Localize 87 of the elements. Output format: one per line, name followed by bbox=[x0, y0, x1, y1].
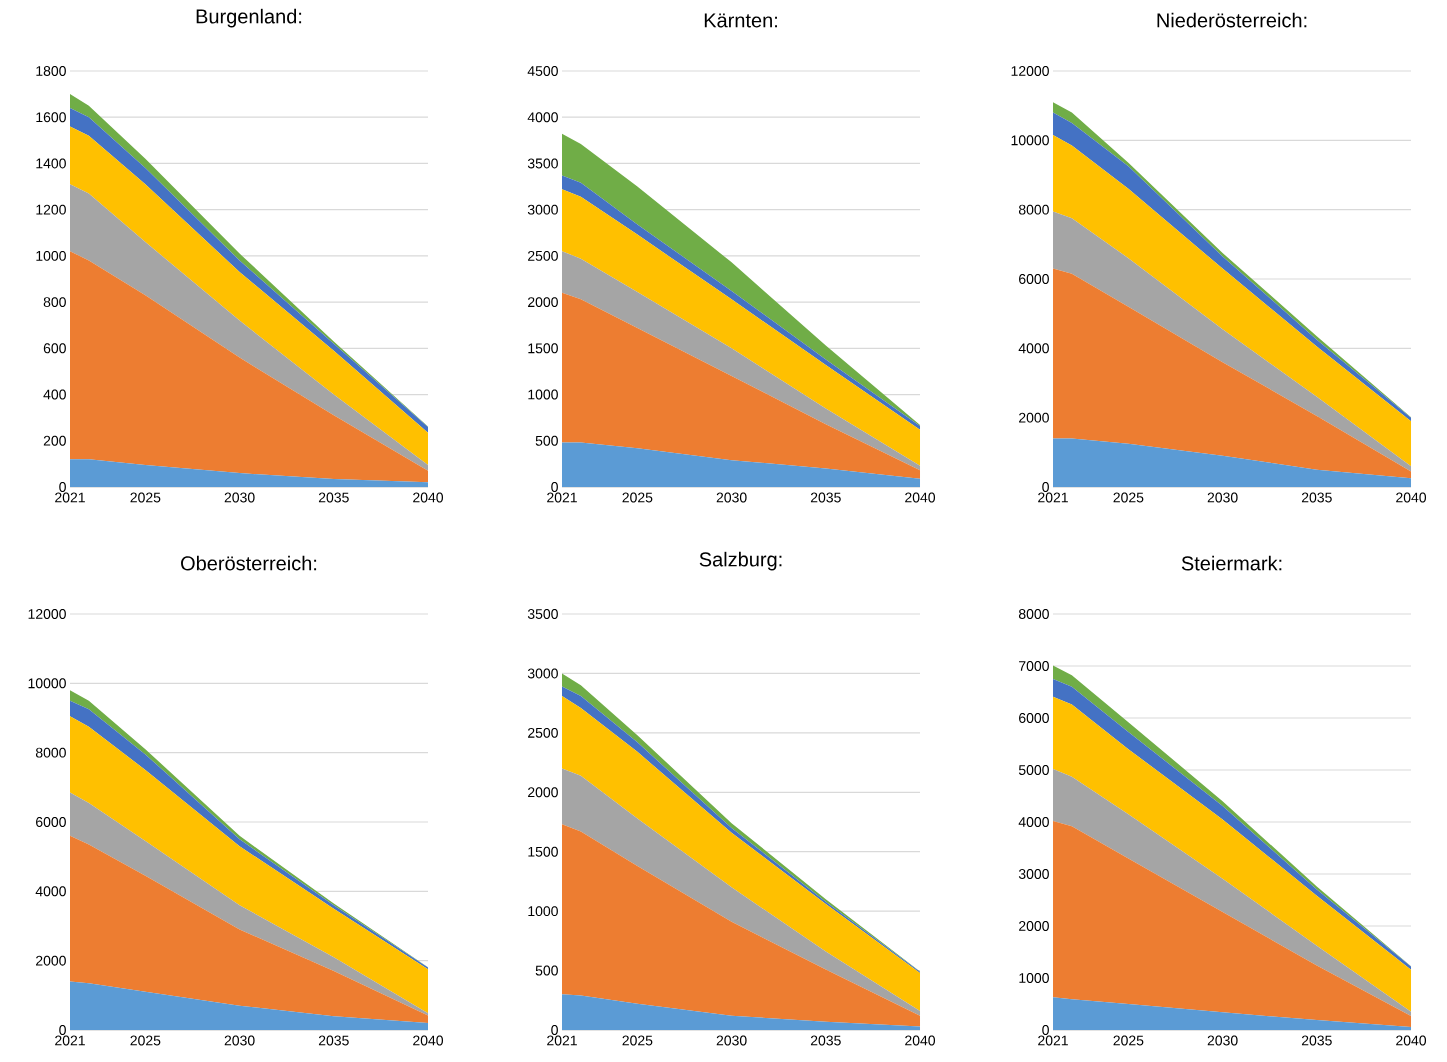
y-tick-label: 1000 bbox=[528, 906, 558, 917]
x-tick-label: 2040 bbox=[905, 492, 936, 503]
x-tick-label: 2021 bbox=[547, 492, 577, 503]
x-tick-label: 2030 bbox=[716, 1035, 747, 1046]
y-tick-label: 8000 bbox=[35, 747, 66, 758]
y-tick-label: 1000 bbox=[36, 250, 66, 261]
y-tick-label: 1000 bbox=[1019, 973, 1049, 983]
x-tick-label: 2035 bbox=[1301, 1035, 1332, 1046]
y-tick-label: 4000 bbox=[1018, 817, 1049, 827]
y-tick-label: 0 bbox=[1042, 1025, 1049, 1035]
y-tick-label: 2000 bbox=[528, 787, 558, 798]
x-tick-label: 2021 bbox=[547, 1035, 577, 1046]
chart-title: Oberösterreich: bbox=[181, 555, 317, 571]
y-tick-label: 500 bbox=[535, 965, 558, 976]
y-tick-label: 6000 bbox=[36, 817, 66, 827]
x-tick-label: 2025 bbox=[130, 492, 161, 503]
x-tick-label: 2021 bbox=[55, 1035, 85, 1046]
x-tick-label: 2025 bbox=[1113, 492, 1144, 503]
y-tick-label: 2500 bbox=[528, 250, 558, 261]
y-tick-label: 1500 bbox=[528, 846, 558, 857]
chart-title: Steiermark: bbox=[1181, 555, 1282, 571]
y-tick-label: 2000 bbox=[36, 955, 66, 966]
y-tick-label: 1600 bbox=[36, 112, 66, 123]
y-tick-label: 5000 bbox=[1018, 765, 1049, 775]
chart-title: Salzburg: bbox=[699, 551, 782, 571]
y-tick-label: 3500 bbox=[527, 158, 558, 169]
y-tick-label: 3500 bbox=[527, 609, 558, 619]
x-tick-label: 2021 bbox=[1038, 492, 1068, 503]
chart-title: Kärnten: bbox=[704, 13, 777, 28]
y-tick-label: 1800 bbox=[36, 66, 66, 76]
y-tick-label: 600 bbox=[43, 343, 66, 354]
y-tick-label: 8000 bbox=[1018, 609, 1049, 619]
y-tick-label: 3000 bbox=[527, 204, 558, 215]
x-tick-label: 2025 bbox=[1113, 1035, 1144, 1046]
y-tick-label: 3000 bbox=[1018, 869, 1049, 879]
y-tick-label: 8000 bbox=[1018, 204, 1049, 215]
x-tick-label: 2035 bbox=[318, 1035, 349, 1046]
y-tick-label: 800 bbox=[43, 297, 66, 308]
x-tick-label: 2021 bbox=[1038, 1035, 1068, 1046]
y-tick-label: 1400 bbox=[36, 158, 66, 169]
y-tick-label: 6000 bbox=[1019, 713, 1049, 723]
x-tick-label: 2030 bbox=[224, 492, 255, 503]
x-tick-label: 2030 bbox=[1207, 492, 1238, 503]
x-tick-label: 2030 bbox=[1207, 1035, 1238, 1046]
x-tick-label: 2040 bbox=[413, 1035, 444, 1046]
x-tick-label: 2040 bbox=[1396, 1035, 1427, 1046]
y-tick-label: 10000 bbox=[28, 678, 66, 689]
chart-title: Niederösterreich: bbox=[1157, 12, 1307, 28]
y-tick-label: 0 bbox=[1042, 482, 1049, 492]
y-tick-label: 0 bbox=[59, 1025, 66, 1035]
y-tick-label: 6000 bbox=[1019, 274, 1049, 284]
y-tick-label: 4000 bbox=[35, 886, 66, 897]
y-tick-label: 500 bbox=[535, 435, 558, 446]
x-tick-label: 2025 bbox=[622, 1035, 653, 1046]
x-tick-label: 2035 bbox=[810, 492, 841, 503]
x-tick-label: 2035 bbox=[1301, 492, 1332, 503]
y-tick-label: 7000 bbox=[1019, 661, 1049, 671]
y-tick-label: 3000 bbox=[527, 668, 558, 679]
x-tick-label: 2040 bbox=[413, 492, 444, 503]
y-tick-label: 0 bbox=[551, 482, 558, 492]
y-tick-label: 1000 bbox=[528, 389, 558, 400]
y-tick-label: 2500 bbox=[528, 727, 558, 738]
y-tick-label: 2000 bbox=[1019, 412, 1049, 423]
y-tick-label: 4500 bbox=[527, 66, 558, 76]
x-tick-label: 2021 bbox=[55, 492, 85, 503]
y-tick-label: 4000 bbox=[1018, 343, 1049, 354]
y-tick-label: 200 bbox=[43, 435, 66, 446]
y-tick-label: 0 bbox=[59, 482, 66, 492]
y-tick-label: 0 bbox=[551, 1025, 558, 1035]
y-tick-label: 12000 bbox=[1011, 66, 1049, 76]
y-tick-label: 2000 bbox=[1019, 921, 1049, 931]
y-tick-label: 400 bbox=[43, 389, 66, 400]
x-tick-label: 2025 bbox=[622, 492, 653, 503]
x-tick-label: 2030 bbox=[716, 492, 747, 503]
x-tick-label: 2040 bbox=[905, 1035, 936, 1046]
x-tick-label: 2035 bbox=[810, 1035, 841, 1046]
chart-title: Burgenland: bbox=[196, 8, 302, 28]
y-tick-label: 4000 bbox=[527, 112, 558, 123]
x-tick-label: 2035 bbox=[318, 492, 349, 503]
x-tick-label: 2025 bbox=[130, 1035, 161, 1046]
y-tick-label: 12000 bbox=[28, 609, 66, 619]
x-tick-label: 2030 bbox=[224, 1035, 255, 1046]
y-tick-label: 1200 bbox=[36, 204, 66, 215]
y-tick-label: 2000 bbox=[528, 297, 558, 308]
y-tick-label: 10000 bbox=[1011, 135, 1049, 146]
y-tick-label: 1500 bbox=[528, 343, 558, 354]
x-tick-label: 2040 bbox=[1396, 492, 1427, 503]
